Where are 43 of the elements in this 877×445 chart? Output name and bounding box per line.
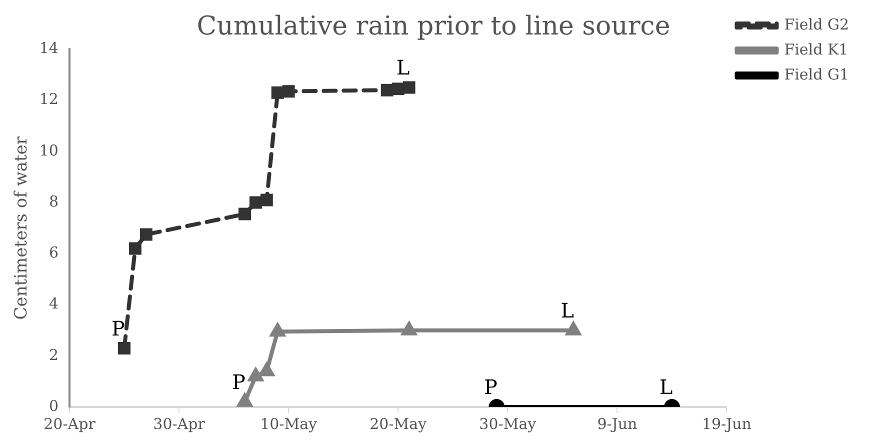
y-tick-label: 10: [39, 141, 58, 160]
y-tick-label: 6: [48, 244, 58, 262]
point: [249, 196, 262, 209]
point: [392, 82, 404, 96]
point: [260, 194, 273, 206]
y-tick-label: 8: [48, 192, 58, 210]
point: [270, 324, 285, 337]
point: [238, 208, 251, 220]
y-tick-label: 4: [48, 294, 58, 313]
point: [128, 242, 142, 255]
x-tick-label: 19-Jun: [702, 414, 752, 433]
x-tick-label: 10-May: [260, 414, 318, 433]
x-tick-label: 30-May: [479, 414, 537, 433]
y-axis-title: Centimeters of water: [12, 136, 32, 320]
annotation: P: [484, 375, 498, 400]
x-tick-label: 20-Apr: [44, 414, 96, 433]
x-tick-label: 20-May: [370, 414, 428, 433]
annotation: P: [232, 370, 246, 394]
point: [282, 85, 295, 98]
x-tick-label: 9-Jun: [597, 414, 638, 433]
point: [248, 368, 263, 382]
point: [380, 84, 394, 96]
x-tick-label: 30-Apr: [153, 414, 206, 433]
point: [402, 322, 416, 336]
annotation: L: [560, 298, 574, 323]
point: [259, 363, 274, 376]
y-tick-label: 12: [39, 90, 58, 108]
legend-label: Field G2: [784, 15, 850, 34]
annotation: P: [112, 316, 125, 340]
y-tick-label: 2: [48, 346, 58, 364]
legend-label: Field K1: [784, 40, 848, 58]
point: [238, 394, 252, 407]
point: [118, 342, 130, 354]
point: [566, 322, 581, 336]
y-tick-label: 0: [48, 396, 58, 415]
annotation: L: [396, 56, 410, 80]
y-tick-label: 14: [39, 39, 58, 58]
point: [402, 81, 416, 94]
chart-title: Cumulative rain prior to line source: [196, 11, 670, 42]
point: [271, 86, 284, 99]
annotation: L: [659, 375, 673, 400]
legend-label: Field G1: [784, 65, 850, 84]
point: [140, 228, 152, 241]
